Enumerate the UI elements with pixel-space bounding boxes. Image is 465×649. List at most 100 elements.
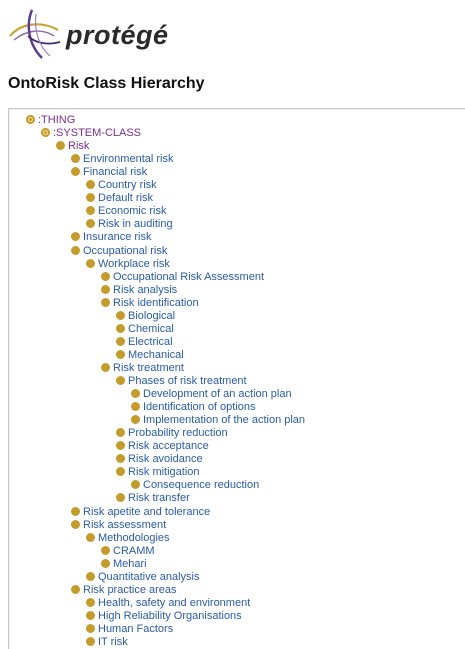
class-bullet-icon [86,637,95,646]
tree-node[interactable]: Occupational Risk Assessment [101,271,264,284]
class-bullet-icon [71,154,80,164]
tree-node[interactable]: Country risk [86,179,157,192]
tree-node[interactable]: Electrical [116,336,173,349]
tree-node[interactable]: Consequence reduction [131,479,259,492]
class-bullet-icon [86,623,95,633]
tree-node-label: Insurance risk [83,231,152,244]
class-bullet-icon [101,545,110,555]
class-bullet-icon [116,310,125,320]
tree-node[interactable]: Risk assessment [71,519,166,532]
class-bullet-icon [101,284,110,294]
class-bullet-icon [101,271,110,281]
tree-node-label: Occupational Risk Assessment [113,270,265,283]
tree-node[interactable]: Risk analysis [101,284,177,297]
tree-node-label: Risk analysis [113,283,178,296]
tree-node-label: Risk [68,140,90,153]
tree-node-label: Health, safety and environment [98,596,251,609]
class-bullet-icon [86,610,95,620]
class-bullet-icon [116,454,125,464]
class-bullet-icon [86,532,95,542]
class-bullet-icon [86,597,95,607]
tree-node[interactable]: Risk apetite and tolerance [71,506,210,519]
tree-node[interactable]: Chemical [116,323,174,336]
tree-node[interactable]: Human Factors [86,623,173,636]
class-hierarchy-panel: :THING:SYSTEM-CLASS Risk Environmental ris… [8,108,465,649]
class-bullet-icon [116,349,125,359]
page-title: OntoRisk Class Hierarchy [8,75,205,92]
tree-node[interactable]: Risk practice areas [71,584,177,597]
tree-node[interactable]: Risk identification [101,297,199,310]
tree-node[interactable]: Risk treatment [101,362,184,375]
tree-node-label: Probability reduction [128,427,228,440]
class-bullet-icon [116,428,125,438]
class-bullet-icon [116,323,125,333]
class-bullet-icon [26,115,35,124]
tree-node[interactable]: Risk transfer [116,492,190,505]
class-bullet-icon [101,297,110,307]
tree-node[interactable]: Biological [116,310,175,323]
tree-node[interactable]: Insurance risk [71,231,151,244]
tree-node[interactable]: Development of an action plan [131,388,292,401]
protege-swoosh-logo-icon [9,9,61,59]
tree-node[interactable]: Quantitative analysis [86,571,200,584]
tree-node[interactable]: Risk avoidance [116,453,203,466]
class-bullet-icon [71,232,80,242]
class-bullet-icon [101,558,110,568]
tree-node-label: Risk assessment [83,518,167,531]
tree-node[interactable]: Risk acceptance [116,440,209,453]
tree-node-label: Risk acceptance [128,440,209,453]
tree-node[interactable]: Mechanical [116,349,184,362]
tree-node-label: Quantitative analysis [98,570,200,583]
tree-node-label: :SYSTEM-CLASS [53,127,142,140]
logo-wordmark: protégé [66,20,169,50]
tree-node-label: Occupational risk [83,244,168,257]
class-bullet-icon [56,141,65,151]
class-bullet-icon [116,441,125,451]
tree-node[interactable]: Implementation of the action plan [131,414,305,427]
tree-node[interactable]: Identification of options [131,401,256,414]
tree-node-label: Environmental risk [83,153,174,166]
tree-node-label: Risk apetite and tolerance [83,505,211,518]
tree-node-label: Economic risk [98,205,167,218]
class-bullet-icon [86,206,95,216]
tree-node[interactable]: IT risk [86,636,128,649]
tree-node[interactable]: Phases of risk treatment [116,375,247,388]
tree-node-label: High Reliability Organisations [98,609,242,622]
protege-logo: protégé [6,6,176,64]
tree-node[interactable]: Methodologies [86,532,170,545]
tree-node[interactable]: Probability reduction [116,427,228,440]
class-bullet-icon [101,362,110,372]
tree-node[interactable]: Occupational risk [71,245,167,258]
tree-node[interactable]: Risk mitigation [116,466,200,479]
tree-node-label: Electrical [128,335,173,348]
tree-node-label: Risk practice areas [83,583,177,596]
class-bullet-icon [131,402,140,412]
tree-node[interactable]: Financial risk [71,166,147,179]
class-bullet-icon [71,167,80,177]
class-bullet-icon [86,219,95,229]
class-bullet-icon [131,415,140,425]
tree-node-label: Default risk [98,192,154,205]
tree-node[interactable]: Risk in auditing [86,218,173,231]
tree-node[interactable]: Mehari [101,558,147,571]
tree-node[interactable]: CRAMM [101,545,155,558]
tree-node-label: Development of an action plan [143,388,292,401]
class-bullet-icon [86,258,95,268]
tree-node[interactable]: Health, safety and environment [86,597,250,610]
tree-node[interactable]: Economic risk [86,205,166,218]
tree-node[interactable]: :THING [26,114,75,127]
tree-node[interactable]: High Reliability Organisations [86,610,242,623]
tree-node-label: Risk mitigation [128,466,200,479]
tree-node[interactable]: Environmental risk [71,153,173,166]
class-bullet-icon [41,128,50,138]
tree-node-label: Risk in auditing [98,218,173,231]
tree-node[interactable]: :SYSTEM-CLASS [41,127,141,140]
tree-node-label: Identification of options [143,401,256,414]
tree-node-label: Country risk [98,179,157,192]
tree-node[interactable]: Workplace risk [86,258,170,271]
class-bullet-icon [131,389,140,399]
tree-node[interactable]: Risk [56,140,89,153]
class-bullet-icon [116,376,125,385]
tree-node-label: Consequence reduction [143,479,260,492]
tree-node[interactable]: Default risk [86,192,153,205]
